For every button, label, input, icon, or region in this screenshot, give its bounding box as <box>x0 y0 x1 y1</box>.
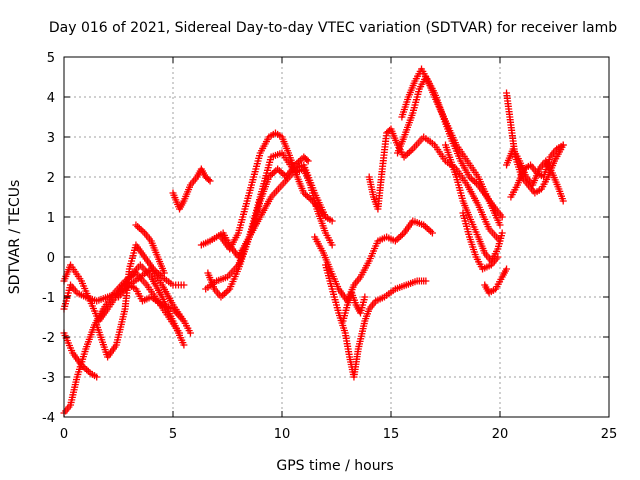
data-point <box>303 156 311 164</box>
y-tick-label: 3 <box>47 131 55 146</box>
series-arc-5 <box>93 241 188 361</box>
x-tick-label: 25 <box>601 427 618 442</box>
series-arc-8 <box>169 165 214 213</box>
data-point <box>304 157 312 165</box>
data-point <box>206 177 214 185</box>
series-arc-12 <box>202 153 312 293</box>
series-arc-20 <box>459 209 502 273</box>
y-tick-label: 4 <box>47 91 55 106</box>
series-arc-6 <box>115 281 194 337</box>
series-arc-7 <box>132 221 168 277</box>
data-points <box>60 65 567 417</box>
y-tick-labels: -4 -3 -2 -1 0 1 2 3 4 5 <box>42 51 55 426</box>
y-tick-label: 0 <box>47 251 55 266</box>
data-point <box>498 213 506 221</box>
series-arc-17 <box>398 65 504 229</box>
data-point <box>328 241 336 249</box>
data-point <box>422 277 430 285</box>
plot-frame <box>63 56 610 418</box>
data-point <box>186 329 194 337</box>
y-tick-label: -4 <box>42 411 55 426</box>
data-point <box>559 141 567 149</box>
series-arc-11 <box>217 129 330 253</box>
y-tick-label: 5 <box>47 51 55 66</box>
data-point <box>361 293 369 301</box>
y-tick-label: 2 <box>47 171 55 186</box>
y-tick-label: -2 <box>42 331 55 346</box>
data-point <box>180 281 188 289</box>
x-tick-label: 20 <box>492 427 509 442</box>
y-tick-label: 1 <box>47 211 55 226</box>
series-arc-3 <box>60 329 101 381</box>
data-point <box>180 341 188 349</box>
data-point <box>503 265 511 273</box>
data-point <box>559 197 567 205</box>
data-point <box>328 217 336 225</box>
data-point <box>498 229 506 237</box>
series-arc-15 <box>339 289 369 325</box>
x-axis-label: GPS time / hours <box>276 458 393 474</box>
series-arc-13 <box>311 217 436 305</box>
chart-title: Day 016 of 2021, Sidereal Day-to-day VTE… <box>49 20 617 36</box>
data-point <box>496 221 504 229</box>
x-tick-label: 5 <box>169 427 177 442</box>
series-arc-24 <box>507 141 567 201</box>
y-tick-label: -1 <box>42 291 55 306</box>
x-tick-labels: 0 5 10 15 20 25 <box>60 427 617 442</box>
axis-ticks <box>63 56 610 418</box>
data-point <box>176 329 184 337</box>
series-arc-4 <box>60 269 184 417</box>
series-arc-18 <box>394 73 506 221</box>
data-point <box>93 373 101 381</box>
x-tick-label: 10 <box>274 427 291 442</box>
series-arc-14 <box>322 261 430 381</box>
y-axis-label: SDTVAR / TECUs <box>7 180 23 295</box>
x-tick-label: 0 <box>60 427 68 442</box>
data-point <box>160 269 168 277</box>
data-point <box>428 229 436 237</box>
data-point <box>205 176 213 184</box>
y-tick-label: -3 <box>42 371 55 386</box>
series-arc-21 <box>481 265 511 297</box>
x-tick-label: 15 <box>383 427 400 442</box>
data-point <box>322 213 330 221</box>
data-point <box>494 253 502 261</box>
